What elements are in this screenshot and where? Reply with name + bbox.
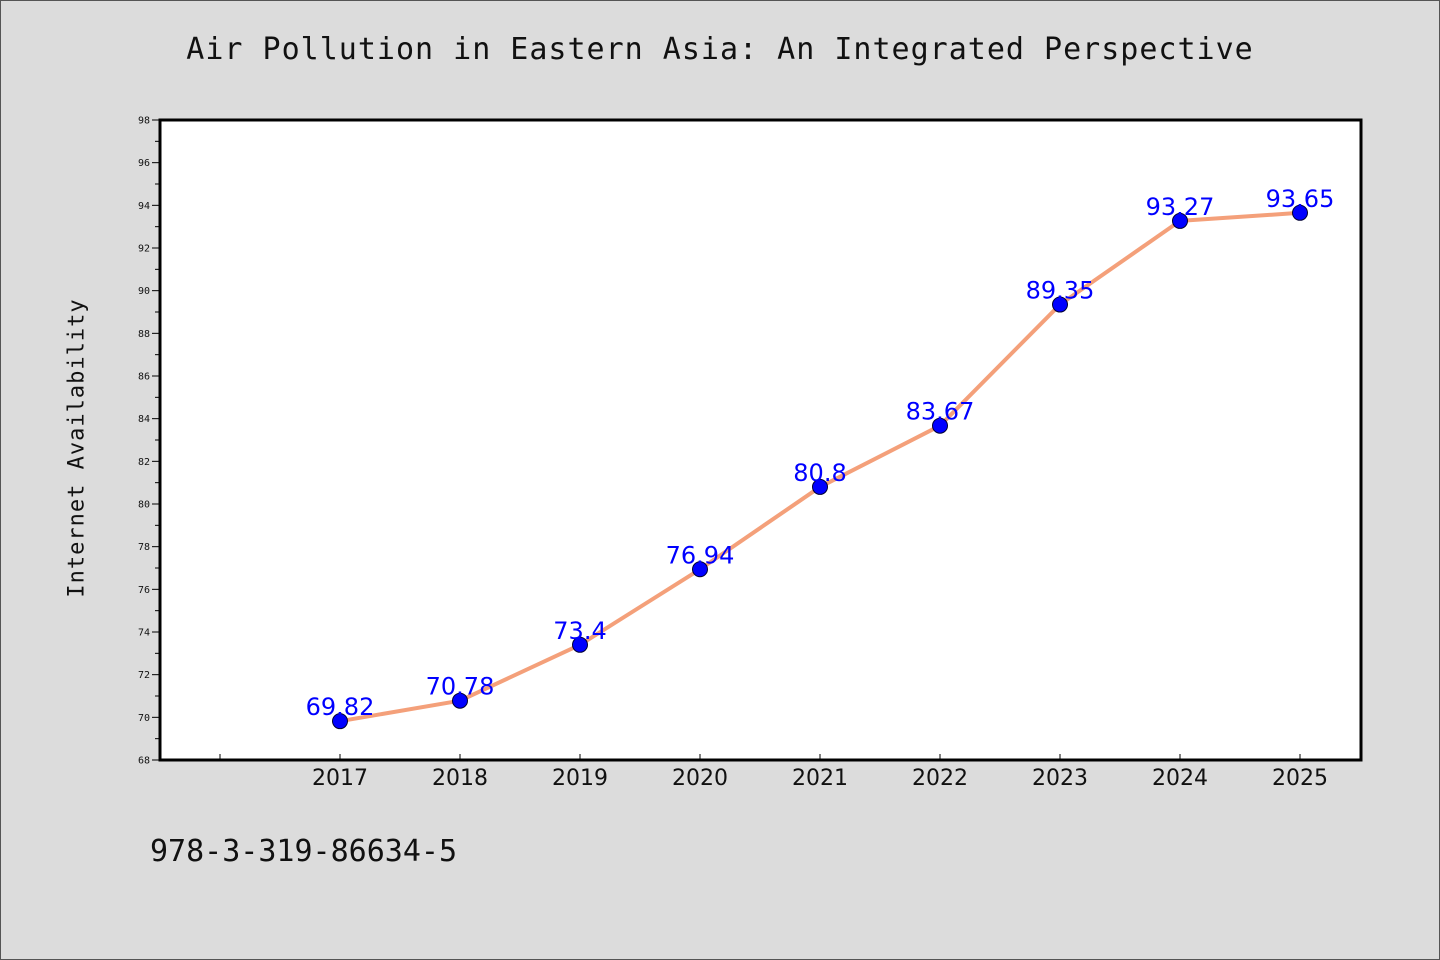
data-label: 89.35 [1026, 277, 1095, 305]
x-tick-label: 2021 [792, 766, 848, 791]
data-point [1172, 212, 1188, 229]
y-tick-label: 92 [138, 244, 150, 255]
y-tick-label: 74 [138, 628, 150, 639]
y-tick-label: 78 [138, 542, 150, 553]
data-point [812, 478, 828, 495]
series-markers [332, 204, 1308, 730]
data-point [332, 713, 348, 730]
data-labels: 69.82 70.78 73.4 76.94 80.8 83.67 89.35 93.27 93… [306, 185, 1335, 721]
chart-title: Air Pollution in Eastern Asia: An Integr… [186, 32, 1254, 67]
y-tick-label: 86 [138, 372, 150, 383]
y-tick-label: 98 [138, 116, 150, 127]
data-label: 73.4 [553, 617, 606, 645]
y-tick-label: 80 [138, 500, 150, 511]
plot-border [158, 118, 1363, 762]
x-tick-label: 2018 [432, 766, 488, 791]
data-label: 93.27 [1146, 193, 1215, 221]
y-tick-label: 72 [138, 670, 150, 681]
x-tick-label: 2019 [552, 766, 608, 791]
x-tick-label: 2024 [1152, 766, 1208, 791]
x-tick-label: 2022 [912, 766, 968, 791]
y-tick-label: 70 [138, 713, 150, 724]
data-label: 76.94 [666, 541, 735, 569]
y-tick-label: 68 [138, 756, 150, 767]
data-point [572, 636, 588, 653]
y-tick-label: 76 [138, 585, 150, 596]
x-tick-label: 2017 [312, 766, 368, 791]
y-tick-label: 90 [138, 286, 150, 297]
data-point [1052, 296, 1068, 313]
x-tick-label: 2025 [1272, 766, 1328, 791]
y-tick-label: 84 [138, 414, 150, 425]
y-tick-label: 96 [138, 158, 150, 169]
y-axis: 68 70 72 74 76 78 80 82 84 86 88 90 92 94 96 98 [138, 116, 160, 767]
plot-area [160, 120, 1361, 760]
y-tick-label: 82 [138, 457, 150, 468]
data-label: 69.82 [306, 693, 375, 721]
y-tick-label: 88 [138, 329, 150, 340]
x-axis: 2017 2018 2019 2020 2021 2022 2023 2024 2025 [219, 754, 1328, 791]
data-point [1292, 204, 1308, 221]
y-tick-label: 94 [138, 201, 150, 212]
data-label: 93.65 [1266, 185, 1335, 213]
data-label: 70.78 [426, 673, 495, 701]
footer-code: 978-3-319-86634-5 [150, 834, 458, 869]
data-point [932, 417, 948, 434]
data-label: 83.67 [906, 398, 975, 426]
x-tick-label: 2020 [672, 766, 728, 791]
data-label: 80.8 [793, 459, 846, 487]
data-point [452, 692, 468, 709]
x-tick-label: 2023 [1032, 766, 1088, 791]
data-point [692, 561, 708, 578]
